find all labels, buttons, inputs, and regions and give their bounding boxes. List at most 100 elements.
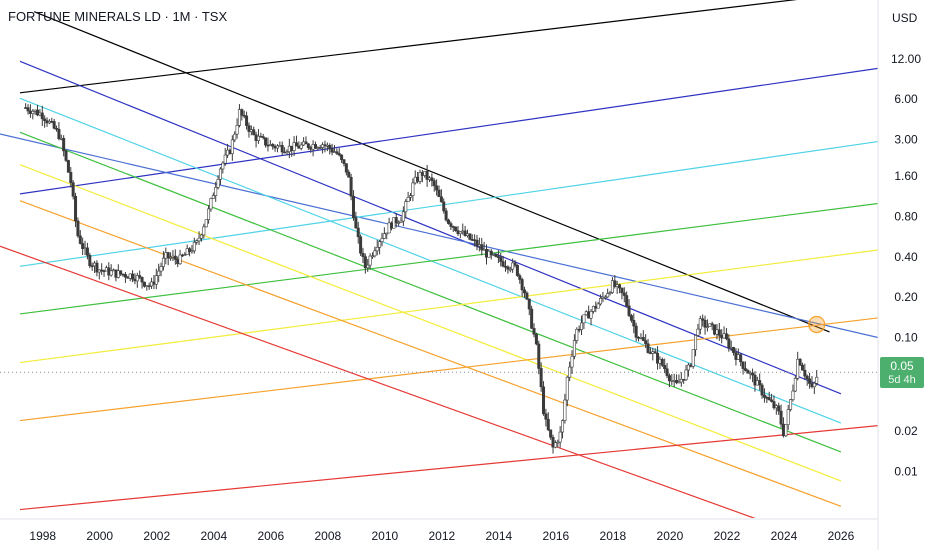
trend-lines xyxy=(0,0,878,520)
candle-body xyxy=(717,329,721,336)
candle-body xyxy=(534,333,538,345)
candle-body xyxy=(404,201,408,213)
candle-body xyxy=(33,109,37,112)
candle-body xyxy=(180,254,184,257)
candle xyxy=(394,213,398,228)
trend-line-11[interactable] xyxy=(19,317,878,422)
candle xyxy=(437,185,441,198)
candle-body xyxy=(722,333,726,339)
candle-body xyxy=(675,379,679,383)
candle xyxy=(304,136,308,145)
candle xyxy=(216,175,220,190)
candle-body xyxy=(556,441,560,444)
highlight-marker[interactable] xyxy=(808,315,826,334)
candle xyxy=(523,286,527,298)
candle-body xyxy=(126,276,130,279)
y-tick-label: 0.40 xyxy=(894,250,918,264)
trend-line-5[interactable] xyxy=(19,140,878,267)
y-tick-label: 1.60 xyxy=(894,169,918,183)
candle-body xyxy=(88,255,92,266)
trend-line-14[interactable] xyxy=(0,245,761,520)
candle-body xyxy=(382,233,386,239)
candle-body xyxy=(102,270,106,272)
candle xyxy=(539,362,543,392)
candle xyxy=(743,361,747,372)
candle xyxy=(287,138,291,159)
candle-body xyxy=(397,222,401,224)
candle xyxy=(679,372,683,387)
trend-line-1[interactable] xyxy=(33,11,830,333)
symbol-title[interactable]: FORTUNE MINERALS LD · 1M · TSX xyxy=(8,9,228,24)
candle-body xyxy=(513,262,517,266)
candle xyxy=(240,108,244,121)
candle xyxy=(720,329,724,344)
candle xyxy=(530,305,534,330)
candle-body xyxy=(815,376,819,384)
trend-line-0[interactable] xyxy=(19,0,807,94)
candle-body xyxy=(724,333,728,340)
candle xyxy=(325,142,329,152)
candle xyxy=(596,301,600,309)
candle xyxy=(340,154,344,163)
trend-line-13[interactable] xyxy=(19,425,878,511)
candle xyxy=(50,117,54,124)
candle-body xyxy=(796,358,800,379)
candle xyxy=(26,104,30,115)
candle-body xyxy=(290,145,294,151)
candle-body xyxy=(363,256,367,269)
candle-body xyxy=(793,378,797,392)
candle-body xyxy=(190,250,194,253)
candle-body xyxy=(389,222,393,229)
candle xyxy=(546,412,550,432)
candle-body xyxy=(734,352,738,360)
trend-line-2[interactable] xyxy=(19,67,878,195)
candle-body xyxy=(361,252,365,257)
candle xyxy=(444,207,448,222)
trend-line-3[interactable] xyxy=(19,60,842,395)
candle xyxy=(45,117,49,127)
candle xyxy=(349,173,353,201)
candle-body xyxy=(736,354,740,360)
candle xyxy=(675,374,679,385)
candle xyxy=(40,105,44,127)
candle-body xyxy=(55,128,59,130)
candle-body xyxy=(444,210,448,221)
candle xyxy=(43,115,47,128)
candle-body xyxy=(677,381,681,384)
trend-line-8[interactable] xyxy=(19,131,842,453)
candle-body xyxy=(176,259,180,265)
candle-body xyxy=(774,405,778,409)
candle-body xyxy=(568,366,572,378)
trend-line-7[interactable] xyxy=(19,202,878,315)
candle-body xyxy=(727,338,731,349)
x-tick-label: 2012 xyxy=(428,529,455,543)
candle-body xyxy=(705,326,709,328)
candle-body xyxy=(672,379,676,382)
candle-body xyxy=(525,292,529,300)
candle-body xyxy=(52,121,56,129)
x-tick-label: 2008 xyxy=(314,529,341,543)
trend-line-12[interactable] xyxy=(19,200,842,507)
currency-label[interactable]: USD xyxy=(892,11,918,25)
candle xyxy=(663,358,667,374)
trend-line-9[interactable] xyxy=(19,249,878,364)
candle-body xyxy=(546,418,550,431)
candle xyxy=(736,348,740,361)
candle-body xyxy=(114,269,118,278)
candle-body xyxy=(57,128,61,139)
candle-body xyxy=(161,257,165,267)
candle xyxy=(408,193,412,201)
candle xyxy=(477,237,481,252)
candle-body xyxy=(378,241,382,248)
candle xyxy=(24,103,28,109)
y-tick-label: 0.10 xyxy=(894,331,918,345)
candle xyxy=(55,125,59,132)
candle-body xyxy=(663,365,667,370)
candle-body xyxy=(90,265,94,267)
candle xyxy=(249,125,253,136)
trend-line-4[interactable] xyxy=(0,133,878,339)
trend-line-10[interactable] xyxy=(19,164,842,482)
candle-body xyxy=(344,163,348,173)
